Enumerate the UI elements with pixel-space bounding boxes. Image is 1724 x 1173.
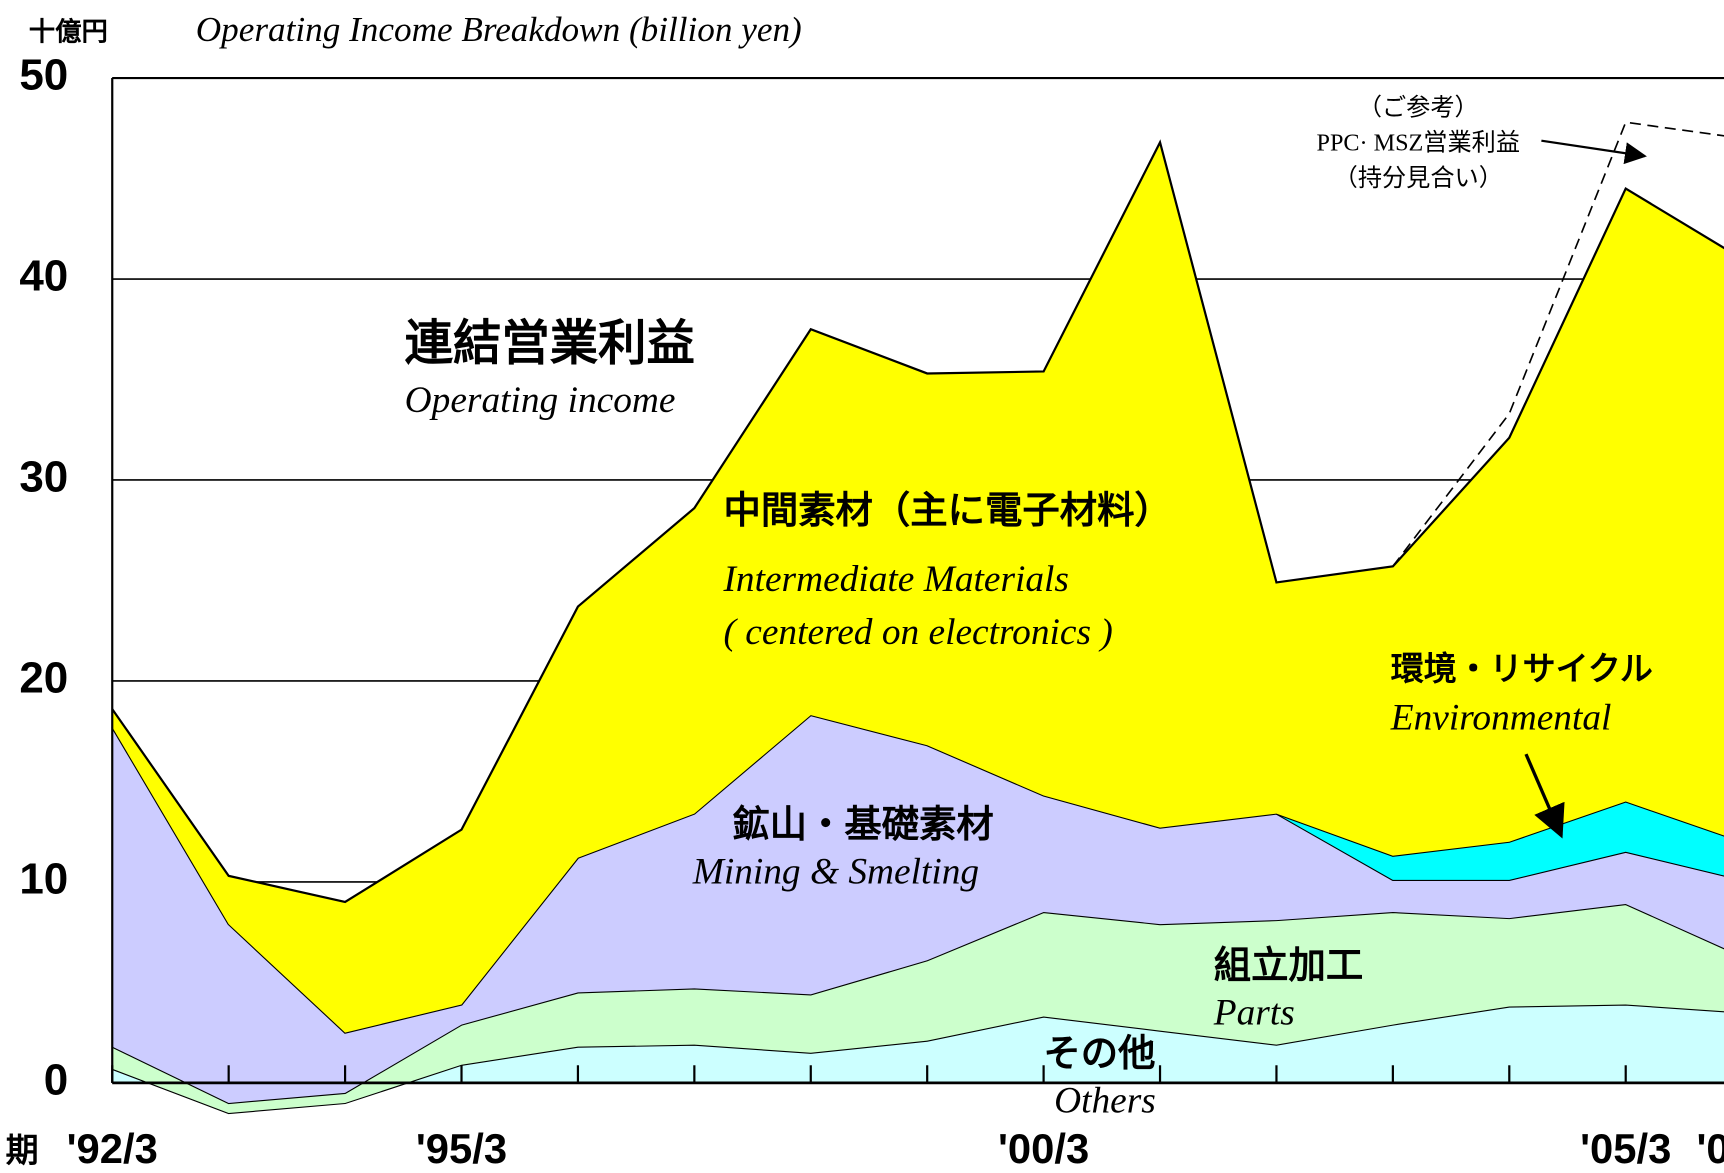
y-tick-label: 40 [19,252,68,301]
arrow [1524,753,1565,839]
y-tick-label: 10 [19,855,68,904]
series-label-en: Environmental [1390,698,1612,739]
area [112,715,1724,1103]
series-label-en: Mining & Smelting [692,852,979,893]
x-tick-label: '05/3 [1580,1125,1671,1172]
series-label: 鉱山・基礎素材 [732,802,994,846]
x-axis-label: 期 [6,1131,39,1170]
series-label-en: Others [1054,1080,1156,1121]
y-unit: 十億円 [29,17,108,47]
reference-label: PPC· MSZ営業利益 [1317,130,1521,157]
reference-note: （ご参考） [1358,94,1479,121]
x-tick-label: '00/3 [998,1125,1089,1172]
reference-note: （持分見合い） [1334,165,1503,192]
series-label-en: Parts [1213,992,1295,1033]
series-label: その他 [1043,1031,1155,1075]
y-tick-label: 30 [19,453,68,502]
area [112,142,1724,1033]
series-label: 中間素材（主に電子材料） [723,488,1171,532]
total-label-en: Operating income [405,380,676,421]
series-label-en: ( centered on electronics ) [723,612,1112,653]
series-label: 組立加工 [1214,943,1363,987]
area [1276,801,1724,880]
reference-line [1392,121,1724,567]
arrow [1541,139,1647,165]
y-tick-label: 20 [19,654,68,703]
series-label: 環境・リサイクル [1391,649,1653,688]
total-label: 連結営業利益 [405,315,695,371]
x-tick-label: '06/3 [1697,1125,1724,1172]
area [112,903,1724,1113]
chart-title: Operating Income Breakdown (billion yen) [196,10,802,49]
y-tick-label: 50 [19,51,68,100]
series-label-en: Intermediate Materials [722,559,1069,600]
area-edge [111,139,1724,904]
x-tick-label: '92/3 [67,1125,158,1172]
x-tick-label: '95/3 [416,1125,507,1172]
y-tick-label: 0 [44,1055,68,1104]
area [112,1004,1724,1113]
